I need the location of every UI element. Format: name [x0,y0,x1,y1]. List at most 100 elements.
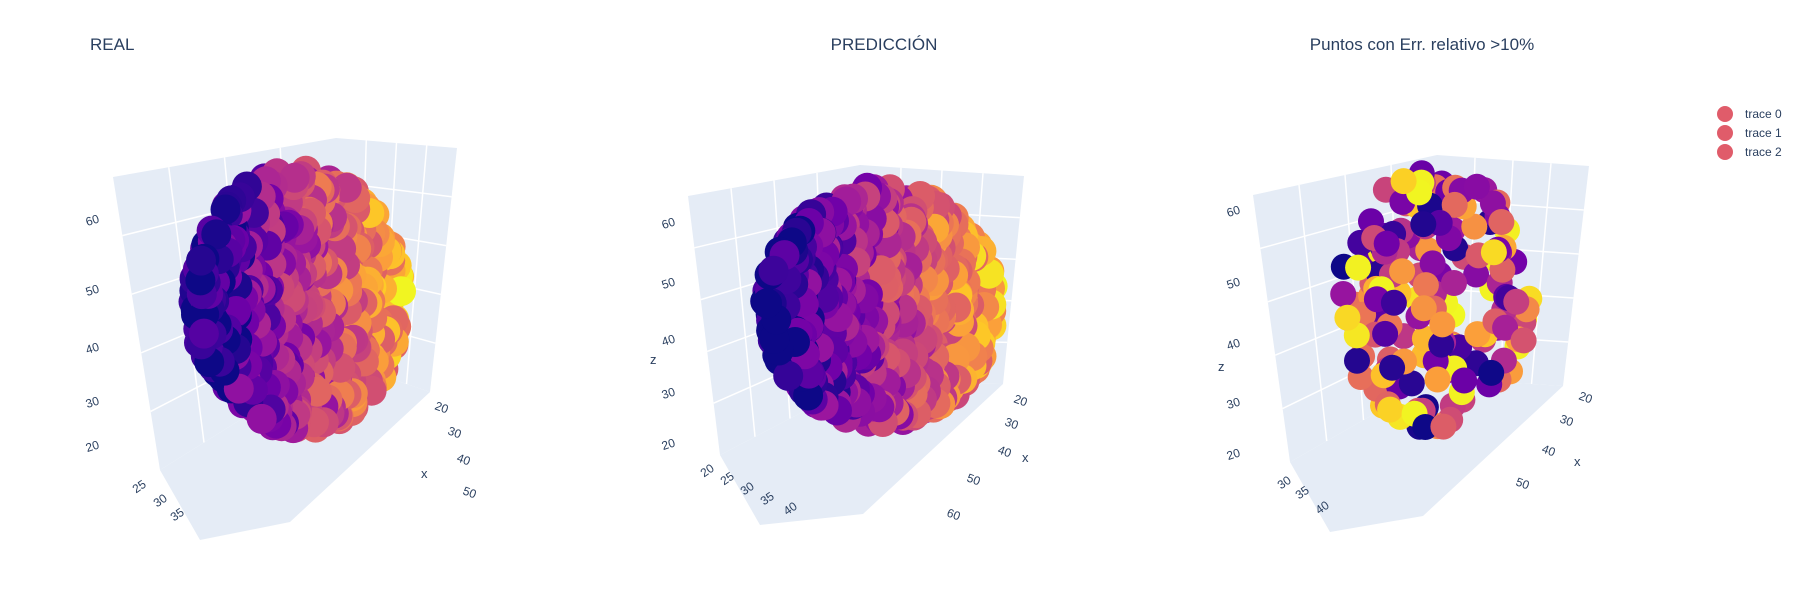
scatter-point [1377,396,1404,423]
x-tick-label: 30 [1003,415,1021,433]
x-tick-label: 40 [1540,442,1558,460]
scatter-point [1428,331,1455,358]
scatter-point [1330,281,1357,307]
grid-line [405,145,428,385]
legend-item[interactable]: trace 1 [1717,125,1782,141]
scatter-point [186,245,216,276]
scatter-point [1345,254,1372,281]
legend-marker [1717,144,1733,160]
scatter-point [1373,230,1400,257]
scatter-point [1380,289,1407,316]
z-tick-label: 20 [660,435,677,453]
z-axis-label: z [650,352,657,367]
scatter-points [750,172,1008,437]
z-tick-label: 30 [660,384,677,402]
scatter-point [1480,239,1507,266]
legend-marker [1717,106,1733,122]
chart-title: PREDICCIÓN [831,35,938,54]
chart-title: REAL [90,35,134,54]
scatter-point [1372,320,1399,347]
y-tick-label: 30 [1275,473,1294,492]
scatter-point [1419,250,1446,277]
z-tick-label: 30 [84,393,101,411]
scatter-point [1488,209,1515,235]
scatter-point [1461,213,1488,240]
scatter-point [210,194,241,225]
z-tick-label: 20 [84,437,101,455]
scatter-point [1463,173,1490,200]
z-tick-label: 60 [1225,202,1242,220]
scatter-points [178,155,416,444]
scatter-point [1389,258,1416,285]
x-axis-label: x [1022,450,1029,465]
chart-title: Puntos con Err. relativo >10% [1310,35,1534,54]
scatter-point [1334,304,1361,331]
z-tick-label: 40 [660,331,677,349]
scatter-point [752,288,782,319]
scatter-point [1412,272,1439,299]
scatter-point [1379,354,1406,381]
x-tick-label: 30 [1558,412,1576,430]
legend-label: trace 0 [1745,107,1782,121]
y-tick-label: 20 [698,461,717,480]
grid-line [1530,163,1552,385]
legend-item[interactable]: trace 2 [1717,144,1782,160]
z-tick-label: 50 [84,281,101,299]
x-tick-label: 60 [945,506,963,524]
scatter-point [758,255,789,286]
z-tick-label: 50 [660,274,677,292]
scatter-point [1430,413,1457,440]
x-tick-label: 40 [455,451,473,469]
y-tick-label: 30 [151,491,170,510]
x-tick-label: 40 [996,443,1014,461]
scatter-point [1441,191,1468,218]
scatter-point [1510,327,1537,354]
z-tick-label: 50 [1225,274,1242,292]
scatter-point [1424,366,1451,393]
scatter-point [1503,288,1530,315]
z-tick-label: 60 [660,214,677,232]
x-tick-label: 20 [1577,389,1595,407]
scatter-point [1451,367,1478,394]
scatter-point [1398,370,1425,397]
y-tick-label: 25 [130,477,149,496]
scatter-point [201,219,232,250]
scene-3: Puntos con Err. relativo >10%2030405060z… [1218,35,1595,532]
scatter-point [1429,311,1456,338]
scatter-points [1330,160,1543,440]
z-tick-label: 60 [84,211,101,229]
scatter-point [1478,359,1505,386]
scatter-point [1410,211,1437,238]
legend-marker [1717,125,1733,141]
legend-item[interactable]: trace 0 [1717,106,1782,122]
scatter-point [246,403,277,434]
x-axis-label: x [1574,454,1581,469]
z-tick-label: 30 [1225,394,1242,412]
scatter-point [1492,314,1519,341]
scatter-point [1344,347,1370,374]
x-tick-label: 20 [1012,392,1030,410]
x-axis-label: x [421,466,428,481]
grid-line [730,188,756,437]
x-tick-label: 50 [965,471,983,489]
z-axis-label: z [1218,359,1225,374]
legend-label: trace 2 [1745,145,1782,159]
z-tick-label: 20 [1225,445,1242,463]
scatter-point [1463,261,1490,288]
z-tick-label: 40 [84,339,101,357]
scatter-point [1410,295,1437,322]
floor [1290,378,1563,532]
grid-line [1298,184,1328,442]
scatter-point [1390,168,1417,195]
z-tick-label: 40 [1225,335,1242,353]
x-tick-label: 20 [433,399,451,417]
legend-label: trace 1 [1745,126,1782,140]
legend: trace 0 trace 1 trace 2 [1717,106,1782,160]
x-tick-label: 50 [1514,475,1532,493]
scatter-point [188,318,219,349]
x-tick-label: 30 [446,424,464,442]
scatter-point [1464,321,1491,348]
